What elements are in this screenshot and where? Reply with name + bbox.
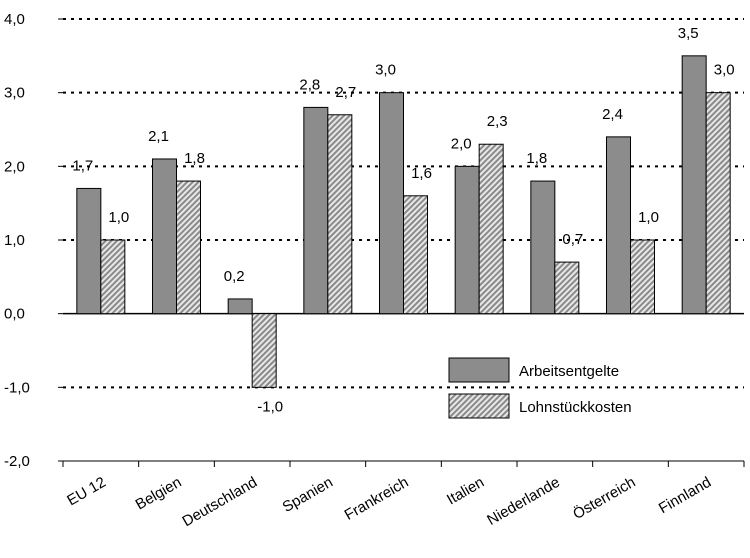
bar-arbeitsentgelte <box>76 187 102 315</box>
data-label: 2,3 <box>487 113 508 130</box>
data-label: 1,7 <box>72 157 93 174</box>
legend-label: Arbeitsentgelte <box>519 363 619 380</box>
data-label: 2,0 <box>451 135 472 152</box>
category-label: Niederlande <box>484 474 563 529</box>
category-label: Italien <box>444 474 487 509</box>
data-label: 1,0 <box>638 209 659 226</box>
category-label: Deutschland <box>179 474 260 530</box>
data-label: 1,6 <box>411 165 432 182</box>
y-tick-label: 0,0 <box>4 306 25 323</box>
y-tick-label: 2,0 <box>4 158 25 175</box>
data-label: 2,4 <box>602 106 623 123</box>
y-tick-label: -2,0 <box>4 453 30 470</box>
y-tick-label: 4,0 <box>4 11 25 28</box>
category-label: Österreich <box>570 473 639 523</box>
category-label: Frankreich <box>342 474 412 524</box>
bar-lohnstueckkosten <box>630 239 655 315</box>
data-label: 2,1 <box>148 128 169 145</box>
data-label: 1,8 <box>526 150 547 167</box>
data-label: 0,7 <box>562 231 583 248</box>
bar-arbeitsentgelte <box>530 180 556 315</box>
bar-lohnstueckkosten <box>705 92 731 315</box>
data-label: -1,0 <box>257 398 283 415</box>
bar-lohnstueckkosten <box>100 239 126 315</box>
data-label: 0,2 <box>224 268 245 285</box>
bar-lohnstueckkosten <box>327 114 353 315</box>
bar-lohnstueckkosten <box>478 143 504 315</box>
bar-lohnstueckkosten <box>554 261 580 315</box>
legend-label: Lohnstückkosten <box>519 399 632 416</box>
y-tick-label: 3,0 <box>4 85 25 102</box>
y-tick-label: 1,0 <box>4 232 25 249</box>
bar-arbeitsentgelte <box>454 165 480 315</box>
data-label: 2,8 <box>299 76 320 93</box>
bar-arbeitsentgelte <box>152 158 177 315</box>
bar-lohnstueckkosten <box>403 195 428 315</box>
bar-arbeitsentgelte <box>606 136 631 315</box>
data-label: 3,5 <box>678 25 699 42</box>
data-label: 1,0 <box>108 209 129 226</box>
data-label: 1,8 <box>184 150 205 167</box>
data-label: 3,0 <box>375 62 396 79</box>
bar-lohnstueckkosten <box>251 313 277 388</box>
y-tick-label: -1,0 <box>4 379 30 396</box>
category-label: Spanien <box>280 474 336 516</box>
category-label: EU 12 <box>64 474 109 510</box>
bar-lohnstueckkosten <box>176 180 201 315</box>
category-label: Finnland <box>656 474 714 517</box>
bar-arbeitsentgelte <box>379 92 404 315</box>
legend-swatch <box>448 357 510 383</box>
bar-arbeitsentgelte <box>303 106 329 315</box>
data-label: 2,7 <box>335 84 356 101</box>
category-label: Belgien <box>133 474 185 514</box>
bar-arbeitsentgelte <box>681 55 707 315</box>
data-label: 3,0 <box>714 62 735 79</box>
legend-swatch <box>448 393 510 419</box>
bar-arbeitsentgelte <box>227 298 253 315</box>
